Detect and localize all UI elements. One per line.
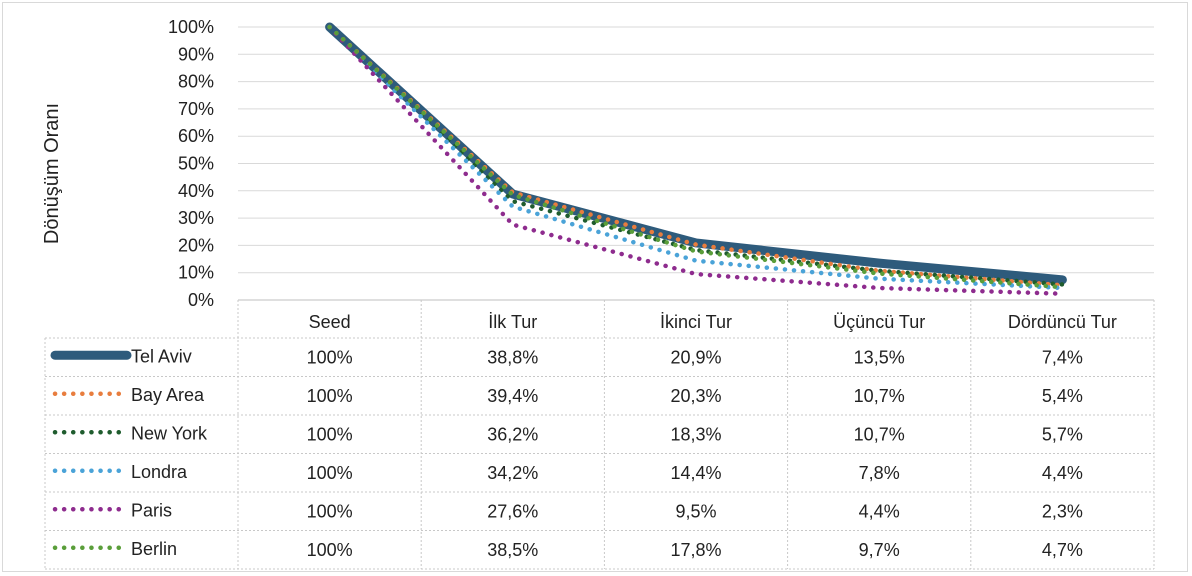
data-label: 20,9% [670,347,721,367]
data-label: 7,4% [1042,347,1083,367]
data-label: 20,3% [670,386,721,406]
data-label: 34,2% [487,463,538,483]
series-line-bay-area [327,24,1065,288]
legend-label: Berlin [131,539,177,559]
legend-label: Paris [131,500,172,520]
data-label: 2,3% [1042,501,1083,521]
data-label: 5,4% [1042,386,1083,406]
y-tick-label: 40% [178,181,214,201]
data-label: 10,7% [854,424,905,444]
y-tick-label: 50% [178,154,214,174]
y-tick-label: 100% [168,17,214,37]
series-line-berlin [327,24,1065,290]
series-line-paris [327,24,1065,296]
y-tick-label: 10% [178,263,214,283]
data-label: 36,2% [487,424,538,444]
y-axis-title: Dönüşüm Oranı [41,103,63,244]
y-tick-label: 90% [178,44,214,64]
legend-label: New York [131,423,208,443]
data-label: 38,8% [487,347,538,367]
y-tick-label: 60% [178,126,214,146]
data-label: 100% [307,347,353,367]
data-label: 7,8% [859,463,900,483]
data-label: 100% [307,501,353,521]
data-label: 27,6% [487,501,538,521]
data-label: 14,4% [670,463,721,483]
category-label: İlk Tur [488,312,537,332]
data-label: 39,4% [487,386,538,406]
legend-label: Bay Area [131,385,205,405]
legend-label: Londra [131,462,188,482]
data-label: 13,5% [854,347,905,367]
y-tick-label: 20% [178,235,214,255]
category-label: Dördüncü Tur [1008,312,1117,332]
y-tick-label: 30% [178,208,214,228]
legend-label: Tel Aviv [131,346,192,366]
category-label: Üçüncü Tur [833,312,925,332]
category-label: İkinci Tur [660,312,732,332]
y-tick-label: 70% [178,99,214,119]
y-tick-label: 0% [188,290,214,310]
data-label: 4,4% [1042,463,1083,483]
data-label: 18,3% [670,424,721,444]
data-label: 9,7% [859,540,900,560]
y-tick-label: 80% [178,72,214,92]
series-line-londra [327,24,1065,291]
data-label: 100% [307,386,353,406]
data-label: 100% [307,540,353,560]
data-label: 38,5% [487,540,538,560]
data-label: 4,4% [859,501,900,521]
category-label: Seed [309,312,351,332]
data-label: 17,8% [670,540,721,560]
data-label: 100% [307,463,353,483]
series-line-tel-aviv [325,22,1067,285]
data-label: 10,7% [854,386,905,406]
data-label: 5,7% [1042,424,1083,444]
data-label: 9,5% [675,501,716,521]
data-label: 4,7% [1042,540,1083,560]
data-label: 100% [307,424,353,444]
